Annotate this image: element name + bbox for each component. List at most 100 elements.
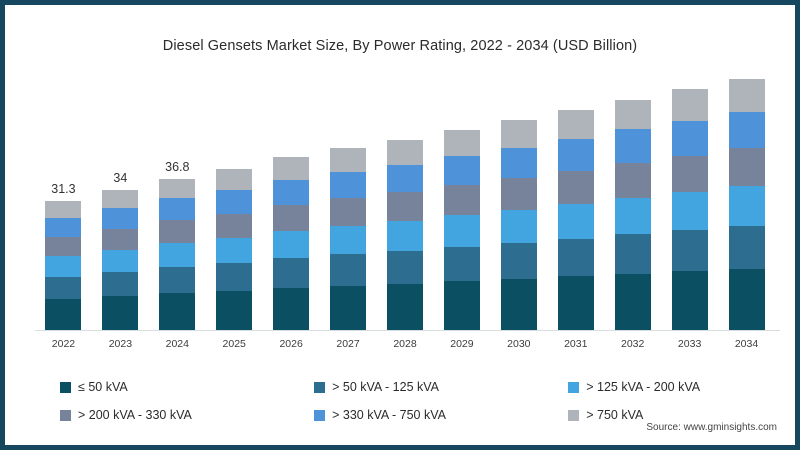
bar-segment — [500, 278, 537, 330]
bar-segment — [159, 178, 196, 198]
bar-segment — [443, 246, 480, 282]
bar-segment — [216, 263, 253, 291]
bar-segment — [216, 290, 253, 330]
bar-2030[interactable] — [500, 120, 537, 330]
x-axis-line — [35, 330, 780, 331]
legend-swatch-icon — [314, 409, 326, 421]
bar-2025[interactable] — [216, 169, 253, 330]
legend-swatch-icon — [568, 409, 580, 421]
bar-value-label: 34 — [113, 171, 128, 186]
bar-segment — [387, 251, 423, 284]
bar-segment — [443, 155, 480, 185]
bar-segment — [45, 276, 82, 299]
bar-2032[interactable] — [614, 99, 651, 330]
bar-segment — [614, 163, 651, 198]
x-axis-tick-2025: 2025 — [222, 338, 246, 350]
bar-segment — [273, 157, 310, 180]
bar-2022[interactable] — [45, 201, 82, 330]
bar-segment — [216, 169, 253, 191]
legend-row: > 200 kVA - 330 kVA > 330 kVA - 750 kVA > … — [60, 401, 760, 429]
bar-segment — [728, 225, 765, 269]
bar-segment — [500, 209, 537, 243]
legend-item[interactable]: > 200 kVA - 330 kVA — [60, 408, 314, 422]
legend-item[interactable]: > 750 kVA — [568, 408, 760, 422]
x-axis-tick-2024: 2024 — [165, 338, 189, 350]
bar-2024[interactable] — [159, 178, 196, 330]
bar-2026[interactable] — [273, 157, 310, 330]
bar-segment — [273, 230, 310, 259]
x-axis-tick-2032: 2032 — [621, 338, 645, 350]
bar-segment — [671, 271, 708, 330]
bar-segment — [159, 242, 196, 268]
bar-segment — [671, 230, 708, 272]
bar-segment — [45, 256, 82, 277]
bar-segment — [671, 89, 708, 121]
bar-segment — [330, 172, 367, 199]
x-axis-tick-2031: 2031 — [564, 338, 588, 350]
bar-segment — [159, 292, 196, 330]
bar-segment — [500, 120, 537, 148]
bar-segment — [614, 273, 651, 330]
bar-segment — [102, 249, 139, 273]
bar-2023[interactable] — [102, 190, 139, 330]
bar-segment — [443, 130, 480, 156]
bar-segment — [45, 201, 82, 219]
legend-label: > 125 kVA - 200 kVA — [586, 380, 701, 394]
bar-segment — [102, 208, 139, 229]
bar-value-label: 31.3 — [51, 182, 76, 197]
bar-2031[interactable] — [557, 110, 594, 330]
bar-segment — [614, 129, 651, 164]
legend-item[interactable]: > 125 kVA - 200 kVA — [568, 380, 760, 394]
bar-2027[interactable] — [330, 148, 367, 330]
bar-segment — [728, 186, 765, 226]
bar-segment — [557, 138, 594, 171]
bar-segment — [216, 190, 253, 214]
bar-segment — [728, 148, 765, 187]
bar-segment — [159, 198, 196, 221]
plot-area — [35, 75, 775, 330]
bar-segment — [330, 198, 367, 226]
bar-segment — [387, 139, 423, 165]
bar-segment — [614, 99, 651, 130]
chart-legend: ≤ 50 kVA > 50 kVA - 125 kVA > 125 kVA - 20… — [60, 373, 760, 429]
bar-2034[interactable] — [728, 79, 765, 330]
legend-item[interactable]: ≤ 50 kVA — [60, 380, 314, 394]
bar-segment — [330, 254, 367, 286]
bar-segment — [500, 147, 537, 179]
bar-2028[interactable] — [387, 139, 423, 330]
legend-item[interactable]: > 50 kVA - 125 kVA — [314, 380, 568, 394]
bar-segment — [45, 218, 82, 238]
bar-segment — [273, 205, 310, 231]
legend-swatch-icon — [314, 381, 326, 393]
bar-2033[interactable] — [671, 89, 708, 330]
bar-segment — [671, 155, 708, 192]
bar-segment — [102, 228, 139, 250]
bar-segment — [102, 190, 139, 209]
bar-segment — [216, 237, 253, 264]
bar-segment — [159, 267, 196, 293]
bar-segment — [45, 237, 82, 257]
bar-segment — [273, 288, 310, 330]
x-axis-tick-2029: 2029 — [450, 338, 474, 350]
legend-item[interactable]: > 330 kVA - 750 kVA — [314, 408, 568, 422]
bar-segment — [728, 111, 765, 149]
legend-label: ≤ 50 kVA — [78, 380, 128, 394]
bar-segment — [216, 213, 253, 238]
x-axis-tick-2028: 2028 — [393, 338, 417, 350]
bar-segment — [273, 258, 310, 289]
bar-segment — [557, 203, 594, 239]
bar-segment — [330, 285, 367, 330]
bar-segment — [671, 191, 708, 231]
bar-segment — [614, 234, 651, 274]
chart-title: Diesel Gensets Market Size, By Power Rat… — [162, 38, 638, 54]
legend-row: ≤ 50 kVA > 50 kVA - 125 kVA > 125 kVA - 20… — [60, 373, 760, 401]
bar-segment — [557, 276, 594, 330]
legend-swatch-icon — [568, 381, 580, 393]
legend-label: > 330 kVA - 750 kVA — [332, 408, 446, 422]
bar-2029[interactable] — [443, 130, 480, 330]
bar-segment — [500, 242, 537, 279]
bar-segment — [387, 164, 423, 193]
bar-segment — [330, 225, 367, 255]
x-axis-tick-2022: 2022 — [51, 338, 76, 350]
